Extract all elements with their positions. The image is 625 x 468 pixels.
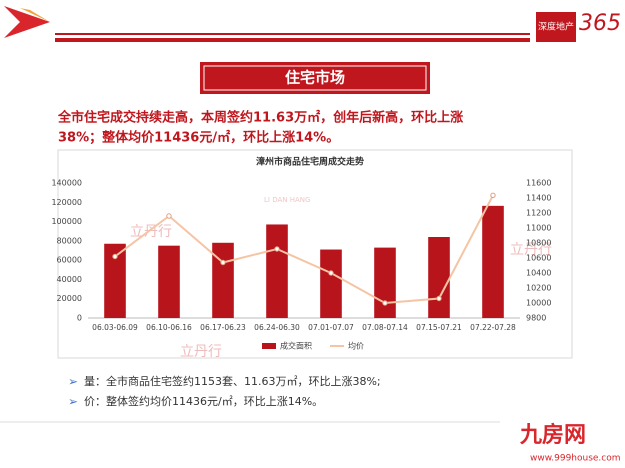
y2-tick-label: 10400 <box>526 269 551 278</box>
section-banner <box>200 62 430 94</box>
watermark: 立丹行 <box>130 224 172 240</box>
bullet-icon: ➢ <box>68 395 78 409</box>
legend-swatch <box>262 343 276 349</box>
point <box>220 259 226 266</box>
y2-tick-label: 9800 <box>526 314 546 323</box>
chart: 0 20000 40000 60000 80000 100000 120000 140000 9… <box>51 179 551 351</box>
y2-tick-label: 11400 <box>526 194 551 203</box>
y-tick-label: 20000 <box>57 294 82 303</box>
x-tick-label: 06.03-06.09 <box>92 323 138 332</box>
section-banner-border <box>203 65 427 91</box>
y2-tick-label: 10800 <box>526 239 551 248</box>
y-tick-label: 100000 <box>51 217 82 226</box>
y2-tick-label: 10600 <box>526 254 551 263</box>
watermark: 立丹行 <box>510 242 552 258</box>
x-tick-label: 07.15-07.21 <box>416 323 462 332</box>
logo-number: 365 <box>579 11 621 36</box>
x-tick-label: 06.17-06.23 <box>200 323 246 332</box>
headline: 38%；整体均价11436元/㎡，环比上涨14%。 <box>58 130 339 146</box>
x-tick-label: 07.08-07.14 <box>362 323 408 332</box>
bullet-icon: ➢ <box>68 375 78 389</box>
point <box>112 253 118 260</box>
y-tick-label: 80000 <box>57 236 82 245</box>
bar <box>266 224 288 318</box>
point <box>382 300 388 306</box>
legend-label: 成交面积 <box>280 341 312 351</box>
y2-tick-label: 11600 <box>526 179 551 188</box>
y2-tick-label: 10000 <box>526 299 551 308</box>
point <box>490 192 496 199</box>
bar <box>482 205 504 318</box>
y2-tick-label: 10200 <box>526 284 551 293</box>
y2-tick-label: 11000 <box>526 224 551 233</box>
point <box>166 213 172 219</box>
headline: 全市住宅成交持续走高，本周签约11.63万㎡，创年后新高，环比上涨 <box>57 110 463 126</box>
bar <box>320 249 342 318</box>
y-tick-label: 0 <box>77 314 82 323</box>
point <box>274 246 280 252</box>
bar <box>374 247 396 318</box>
y-tick-label: 60000 <box>57 256 82 265</box>
bar <box>158 245 180 318</box>
y-tick-label: 120000 <box>51 198 82 207</box>
chart-title: 漳州市商品住宅周成交走势 <box>256 156 364 168</box>
x-tick-label: 06.24-06.30 <box>254 323 300 332</box>
bar <box>212 242 234 318</box>
legend-label: 均价 <box>348 341 364 351</box>
y2-tick-label: 11200 <box>526 209 551 218</box>
x-tick-label: 07.22-07.28 <box>470 323 516 332</box>
y-tick-label: 140000 <box>51 179 82 188</box>
footer-url: www.999house.com <box>530 454 621 464</box>
line <box>114 194 494 305</box>
bar <box>428 237 450 318</box>
y-tick-label: 40000 <box>57 275 82 284</box>
bar <box>104 243 126 318</box>
watermark: 立丹行 <box>180 344 222 360</box>
point <box>328 270 334 276</box>
bullet: 量：全市商品住宅签约1153套、11.63万㎡，环比上涨38%; <box>84 374 381 388</box>
section-title: 住宅市场 <box>285 69 345 87</box>
logo-box <box>536 12 576 42</box>
x-tick-label: 06.10-06.16 <box>146 323 192 332</box>
point <box>436 295 442 302</box>
footer-brand: 九房网 <box>519 422 586 448</box>
logo-arrow-accent <box>20 8 50 22</box>
x-tick-label: 07.01-07.07 <box>308 323 354 332</box>
logo-text: 深度地产 <box>538 21 574 33</box>
logo-arrow <box>4 6 50 38</box>
bullet: 价：整体签约均价11436元/㎡，环比上涨14%。 <box>84 394 323 408</box>
watermark: LI DAN HANG <box>264 196 310 204</box>
